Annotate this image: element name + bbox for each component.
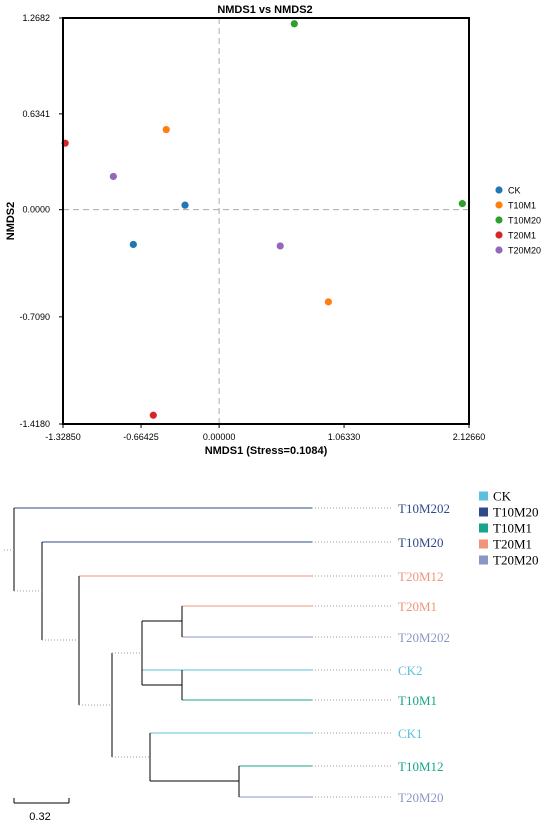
point-t10m1: [324, 298, 332, 306]
tree-leaf-labels: T10M202 T10M20 T20M12 T20M1 T20M202 CK2 T10M1 C…: [398, 501, 450, 805]
chart-title: NMDS1 vs NMDS2: [217, 4, 312, 16]
y-tick-label: 1.2682: [22, 13, 50, 23]
y-tick-label: 0.6341: [22, 109, 50, 119]
nmds-scatter-plot: NMDS1 vs NMDS2 -1.32850 -0.66425 0.00000 1.…: [5, 4, 541, 457]
plot-frame: [62, 17, 470, 425]
legend-swatch: [479, 555, 488, 565]
leaf-label: CK2: [398, 663, 423, 678]
legend: CK T10M1 T10M20 T20M1 T20M20: [495, 186, 541, 256]
point-t20m20: [276, 242, 284, 250]
legend-label: T10M1: [508, 201, 536, 211]
legend-swatch: [479, 507, 488, 517]
legend-label: T20M1: [508, 231, 536, 241]
legend-label: CK: [493, 489, 512, 504]
point-ck: [129, 240, 137, 249]
legend-swatch: [479, 523, 488, 533]
cluster-dendrogram: T10M202T10M20T20M12T20M1T20M202CK2T10M1C…: [4, 489, 539, 823]
y-tick-label: -0.7090: [19, 312, 50, 322]
leaf-label: CK1: [398, 726, 423, 741]
x-axis-ticks: -1.32850 -0.66425 0.00000 1.06330 2.12660: [45, 424, 485, 442]
x-tick-label: 0.00000: [203, 432, 236, 442]
legend-marker: [495, 246, 503, 254]
legend-swatch: [479, 539, 488, 549]
legend-label: T10M20: [493, 505, 539, 520]
leaf-label: T20M12: [398, 569, 444, 584]
point-t10m20: [458, 200, 466, 208]
legend-label: T10M1: [493, 521, 532, 536]
x-tick-label: 2.12660: [453, 432, 486, 442]
y-axis-ticks: 1.2682 0.6341 0.0000 -0.7090 -1.4180: [19, 13, 63, 429]
leaf-label: T10M1: [398, 693, 437, 708]
legend-marker: [495, 186, 503, 194]
x-axis-label: NMDS1 (Stress=0.1084): [205, 445, 328, 457]
leaf-label: T20M20: [398, 790, 444, 805]
point-t10m20: [290, 20, 298, 28]
data-points: [61, 20, 466, 419]
y-tick-label: 0.0000: [22, 205, 50, 215]
scale-bar-label: 0.32: [29, 811, 50, 823]
legend-marker: [495, 231, 503, 239]
point-t20m20: [109, 172, 117, 181]
x-tick-label: -0.66425: [123, 432, 159, 442]
legend-marker: [495, 201, 503, 209]
point-t20m1: [149, 411, 157, 419]
legend-marker: [495, 216, 503, 224]
x-tick-label: 1.06330: [328, 432, 361, 442]
point-ck: [181, 201, 189, 209]
leaf-label: T10M202: [398, 501, 450, 516]
leaf-label: T20M1: [398, 599, 437, 614]
y-axis-label: NMDS2: [5, 202, 17, 241]
legend-swatch: [479, 491, 488, 501]
legend-label: CK: [508, 186, 521, 196]
leaf-label: T10M12: [398, 759, 444, 774]
y-tick-label: -1.4180: [19, 419, 50, 429]
x-tick-label: -1.32850: [45, 432, 81, 442]
legend-label: T10M20: [508, 216, 541, 226]
leaf-label: T10M20: [398, 535, 444, 550]
reference-lines: [63, 18, 469, 424]
leaf-label: T20M202: [398, 630, 450, 645]
legend-label: T20M20: [493, 553, 539, 568]
legend-label: T20M20: [508, 246, 541, 256]
tree-branches: [4, 507, 392, 798]
legend-label: T20M1: [493, 537, 532, 552]
point-t10m1: [162, 125, 170, 134]
